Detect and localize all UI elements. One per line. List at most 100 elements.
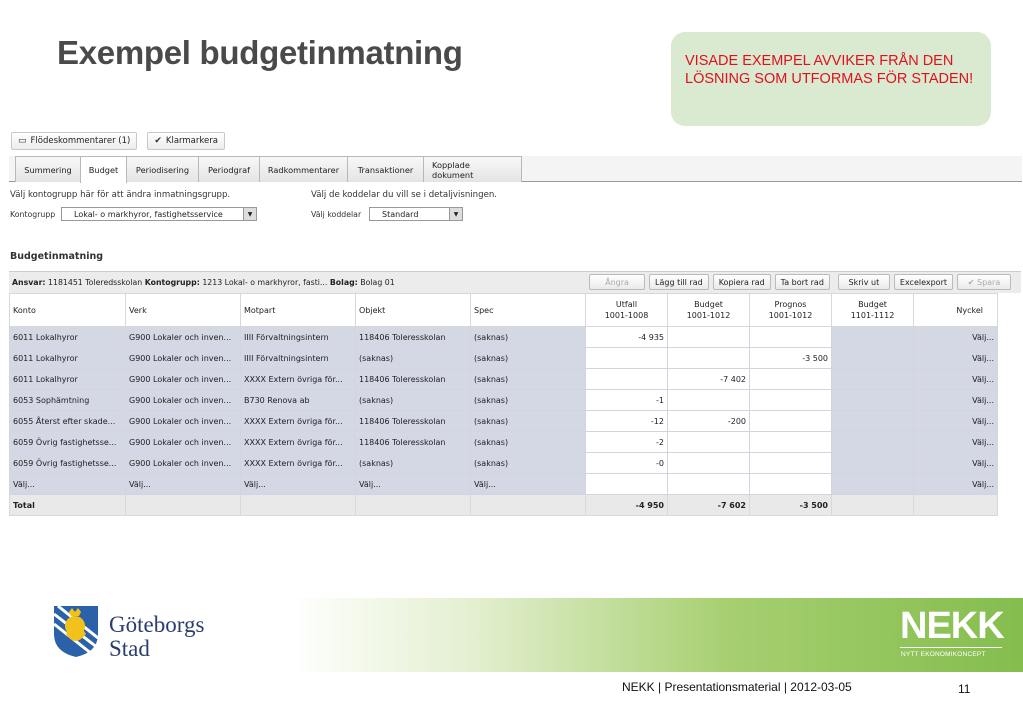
table-cell[interactable]: Välj... [913,368,998,390]
table-cell[interactable] [749,473,832,495]
table-row[interactable]: 6053 Sophämtning G900 Lokaler och inven..… [9,389,998,411]
tab-transaktioner[interactable]: Transaktioner [347,156,424,182]
table-cell[interactable]: -3 500 [749,347,832,369]
col-budget-next[interactable]: Budget 1101-1112 [831,293,914,327]
table-cell[interactable]: Välj... [913,431,998,453]
table-cell[interactable]: 6059 Övrig fastighetsse... [9,431,126,453]
save-button[interactable]: ✔ Spara [957,274,1011,290]
tab-kopplade-dokument[interactable]: Kopplade dokument [423,156,522,182]
tab-radkommentarer[interactable]: Radkommentarer [259,156,348,182]
table-cell[interactable]: G900 Lokaler och inven... [125,326,241,348]
table-cell[interactable] [831,368,914,390]
table-cell[interactable]: IIII Förvaltningsintern [240,347,356,369]
table-cell[interactable] [667,431,750,453]
table-cell[interactable] [749,389,832,411]
table-cell[interactable]: Välj... [913,326,998,348]
table-cell[interactable] [749,431,832,453]
table-cell[interactable] [831,326,914,348]
table-cell[interactable]: 118406 Toleresskolan [355,431,471,453]
table-cell[interactable]: G900 Lokaler och inven... [125,410,241,432]
table-cell[interactable]: (saknas) [470,347,586,369]
table-cell[interactable] [749,368,832,390]
table-cell[interactable]: (saknas) [470,389,586,411]
table-cell[interactable]: G900 Lokaler och inven... [125,347,241,369]
table-cell[interactable]: Välj... [470,473,586,495]
dropdown-arrow-icon[interactable]: ▼ [449,208,462,220]
delete-row-button[interactable]: Ta bort rad [774,274,830,290]
table-row[interactable]: 6011 Lokalhyror G900 Lokaler och inven...… [9,368,998,390]
tab-periodisering[interactable]: Periodisering [126,156,199,182]
table-cell[interactable]: G900 Lokaler och inven... [125,452,241,474]
table-row[interactable]: 6011 Lokalhyror G900 Lokaler och inven...… [9,347,998,369]
table-cell[interactable]: (saknas) [355,452,471,474]
col-prognos[interactable]: Prognos 1001-1012 [749,293,832,327]
col-verk[interactable]: Verk [125,293,241,327]
table-cell[interactable] [667,389,750,411]
table-cell[interactable] [667,473,750,495]
table-cell[interactable] [667,326,750,348]
table-cell[interactable]: Välj... [240,473,356,495]
tab-periodgraf[interactable]: Periodgraf [198,156,260,182]
add-row-button[interactable]: Lägg till rad [649,274,709,290]
table-cell[interactable]: (saknas) [470,410,586,432]
table-cell[interactable]: Välj... [9,473,126,495]
table-cell[interactable]: G900 Lokaler och inven... [125,368,241,390]
table-cell[interactable]: -1 [585,389,668,411]
mark-done-button[interactable]: ✔ Klarmarkera [147,132,225,150]
col-utfall[interactable]: Utfall 1001-1008 [585,293,668,327]
col-objekt[interactable]: Objekt [355,293,471,327]
table-cell[interactable]: (saknas) [355,389,471,411]
table-cell[interactable] [831,452,914,474]
table-cell[interactable]: G900 Lokaler och inven... [125,431,241,453]
table-cell[interactable]: IIII Förvaltningsintern [240,326,356,348]
table-cell[interactable] [585,347,668,369]
table-row[interactable]: Välj... Välj... Välj... Välj... Välj... Välj.… [9,473,998,495]
table-cell[interactable] [831,347,914,369]
table-cell[interactable]: Välj... [913,473,998,495]
table-cell[interactable]: -7 402 [667,368,750,390]
table-cell[interactable]: XXXX Extern övriga för... [240,452,356,474]
kontogrupp-select[interactable]: Lokal- o markhyror, fastighetsservice ▼ [61,207,257,221]
table-cell[interactable]: Välj... [913,389,998,411]
table-cell[interactable] [585,473,668,495]
table-cell[interactable]: (saknas) [470,452,586,474]
table-cell[interactable]: 6055 Återst efter skade... [9,410,126,432]
table-row[interactable]: 6011 Lokalhyror G900 Lokaler och inven...… [9,326,998,348]
table-cell[interactable] [831,431,914,453]
tab-budget[interactable]: Budget [80,156,127,183]
table-cell[interactable]: (saknas) [470,368,586,390]
col-budget-current[interactable]: Budget 1001-1012 [667,293,750,327]
table-cell[interactable]: -4 935 [585,326,668,348]
col-motpart[interactable]: Motpart [240,293,356,327]
table-cell[interactable]: 118406 Toleresskolan [355,368,471,390]
table-cell[interactable] [585,368,668,390]
flow-comments-button[interactable]: ▭ Flödeskommentarer (1) [11,132,138,150]
table-cell[interactable] [749,452,832,474]
table-cell[interactable]: 6011 Lokalhyror [9,347,126,369]
table-cell[interactable]: (saknas) [470,326,586,348]
table-cell[interactable] [749,326,832,348]
table-cell[interactable] [749,410,832,432]
table-cell[interactable]: 6011 Lokalhyror [9,368,126,390]
col-konto[interactable]: Konto [9,293,126,327]
table-cell[interactable]: XXXX Extern övriga för... [240,368,356,390]
table-cell[interactable] [831,473,914,495]
table-cell[interactable]: 6053 Sophämtning [9,389,126,411]
table-cell[interactable]: Välj... [125,473,241,495]
table-cell[interactable]: 6059 Övrig fastighetsse... [9,452,126,474]
table-cell[interactable]: (saknas) [355,347,471,369]
table-cell[interactable]: -0 [585,452,668,474]
koddelar-select[interactable]: Standard ▼ [369,207,463,221]
dropdown-arrow-icon[interactable]: ▼ [243,208,256,220]
table-cell[interactable]: 118406 Toleresskolan [355,410,471,432]
table-cell[interactable] [831,410,914,432]
table-row[interactable]: 6059 Övrig fastighetsse... G900 Lokaler o… [9,431,998,453]
tab-summering[interactable]: Summering [15,156,81,182]
table-cell[interactable]: XXXX Extern övriga för... [240,410,356,432]
table-cell[interactable] [831,389,914,411]
undo-button[interactable]: Ångra [589,274,646,290]
table-cell[interactable] [667,347,750,369]
excel-export-button[interactable]: Excelexport [893,274,953,290]
table-cell[interactable]: -2 [585,431,668,453]
table-cell[interactable] [667,452,750,474]
